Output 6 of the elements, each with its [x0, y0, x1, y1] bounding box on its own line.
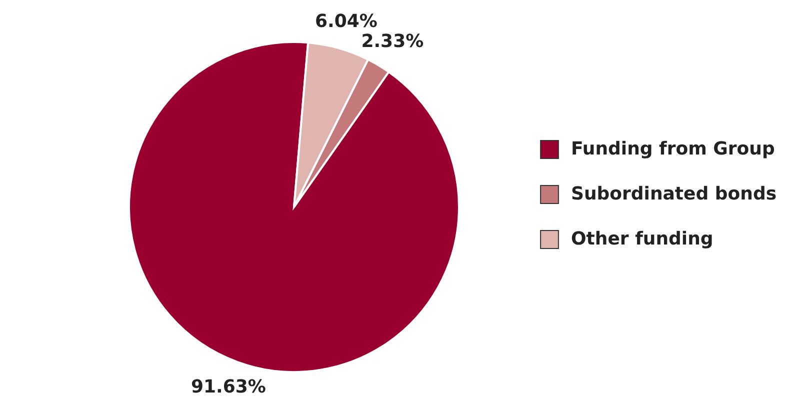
legend-label: Subordinated bonds	[571, 184, 777, 204]
data-label: 2.33%	[361, 31, 424, 52]
legend-label: Funding from Group	[571, 138, 775, 160]
legend-label: Other funding	[571, 228, 714, 250]
data-label: 6.04%	[314, 11, 378, 32]
data-label: 91.63%	[190, 376, 266, 398]
